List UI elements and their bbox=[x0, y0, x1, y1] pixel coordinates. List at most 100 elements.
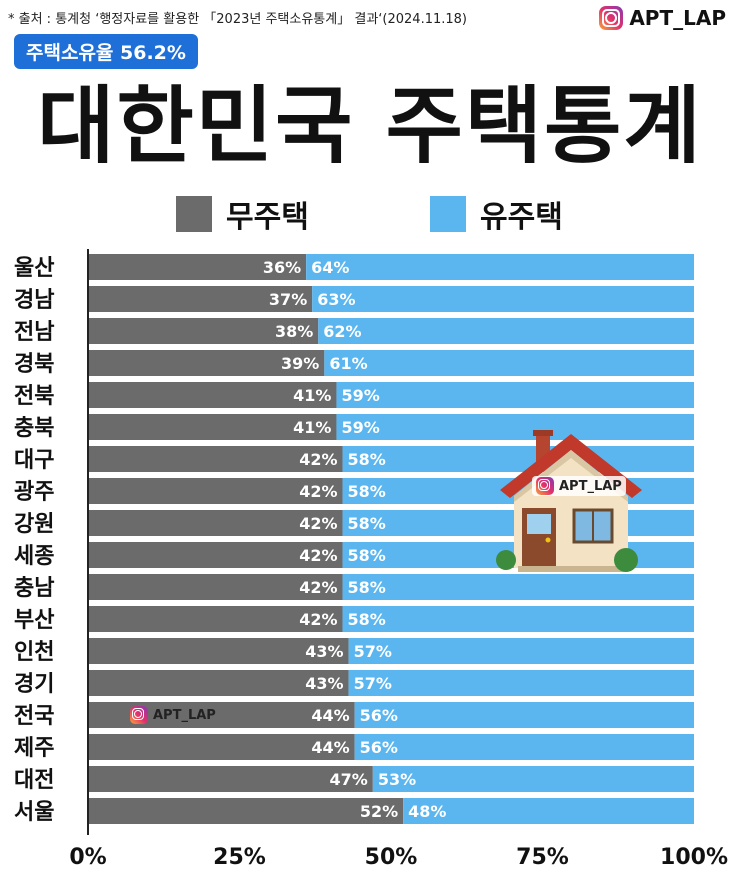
bar-no-home bbox=[88, 446, 343, 472]
bar-no-home bbox=[88, 542, 343, 568]
bar-own-home bbox=[342, 606, 694, 632]
data-label-own-home: 59% bbox=[341, 418, 379, 437]
bar-no-home bbox=[88, 318, 319, 344]
bar-own-home bbox=[324, 350, 694, 376]
data-label-no-home: 42% bbox=[299, 482, 337, 501]
data-label-no-home: 42% bbox=[299, 578, 337, 597]
category-label: 광주 bbox=[14, 480, 54, 505]
chart-watermark: APT_LAP bbox=[130, 706, 216, 724]
data-label-own-home: 58% bbox=[348, 514, 386, 533]
instagram-icon bbox=[536, 477, 554, 495]
bar-no-home bbox=[88, 734, 355, 760]
data-label-no-home: 41% bbox=[293, 386, 331, 405]
data-label-no-home: 42% bbox=[299, 610, 337, 629]
data-label-own-home: 53% bbox=[378, 770, 416, 789]
data-label-no-home: 36% bbox=[263, 258, 301, 277]
category-label: 전국 bbox=[14, 704, 54, 729]
category-label: 대구 bbox=[14, 448, 54, 473]
data-label-own-home: 61% bbox=[329, 354, 367, 373]
bar-no-home bbox=[88, 670, 349, 696]
data-label-no-home: 42% bbox=[299, 514, 337, 533]
bar-own-home bbox=[312, 286, 694, 312]
bar-no-home bbox=[88, 478, 343, 504]
house-icon bbox=[496, 430, 642, 572]
instagram-icon bbox=[130, 706, 148, 724]
data-label-no-home: 44% bbox=[311, 706, 349, 725]
ownership-rate-badge: 주택소유율 56.2% bbox=[14, 34, 198, 69]
watermark-handle: APT_LAP bbox=[559, 478, 622, 494]
data-label-no-home: 43% bbox=[305, 642, 343, 661]
bar-no-home bbox=[88, 286, 313, 312]
bar-no-home bbox=[88, 766, 373, 792]
legend-swatch-no-home bbox=[176, 196, 212, 232]
data-label-own-home: 58% bbox=[348, 546, 386, 565]
data-label-no-home: 38% bbox=[275, 322, 313, 341]
bar-own-home bbox=[348, 638, 694, 664]
data-label-own-home: 64% bbox=[311, 258, 349, 277]
legend-swatch-own-home bbox=[430, 196, 466, 232]
x-tick-label: 50% bbox=[365, 845, 418, 870]
category-label: 대전 bbox=[14, 768, 54, 793]
category-label: 전남 bbox=[14, 320, 54, 345]
category-label: 경북 bbox=[14, 352, 54, 377]
data-label-own-home: 58% bbox=[348, 578, 386, 597]
bar-no-home bbox=[88, 510, 343, 536]
data-label-own-home: 62% bbox=[323, 322, 361, 341]
bar-no-home bbox=[88, 414, 337, 440]
x-tick-label: 25% bbox=[213, 845, 266, 870]
data-label-no-home: 42% bbox=[299, 450, 337, 469]
data-label-own-home: 48% bbox=[408, 802, 446, 821]
bar-own-home bbox=[318, 318, 694, 344]
category-label: 세종 bbox=[14, 544, 54, 569]
x-tick-label: 75% bbox=[516, 845, 569, 870]
category-label: 충북 bbox=[14, 416, 54, 441]
x-tick-label: 100% bbox=[660, 845, 728, 870]
instagram-icon bbox=[599, 6, 624, 30]
bar-no-home bbox=[88, 574, 343, 600]
bar-own-home bbox=[342, 574, 694, 600]
bar-own-home bbox=[354, 702, 694, 728]
source-note: * 출처 : 통계청 ‘행정자료를 활용한 「2023년 주택소유통계」 결과‘… bbox=[8, 12, 467, 27]
bar-own-home bbox=[306, 254, 694, 280]
bar-no-home bbox=[88, 606, 343, 632]
watermark-handle: APT_LAP bbox=[153, 707, 216, 723]
data-label-own-home: 57% bbox=[354, 642, 392, 661]
data-label-no-home: 42% bbox=[299, 546, 337, 565]
bar-own-home bbox=[336, 382, 694, 408]
bar-no-home bbox=[88, 254, 307, 280]
data-label-no-home: 41% bbox=[293, 418, 331, 437]
bar-no-home bbox=[88, 798, 404, 824]
data-label-no-home: 52% bbox=[360, 802, 398, 821]
data-label-own-home: 63% bbox=[317, 290, 355, 309]
brand-header[interactable]: APT_LAP bbox=[599, 6, 726, 30]
category-label: 경기 bbox=[14, 672, 54, 697]
bar-no-home bbox=[88, 350, 325, 376]
data-label-own-home: 58% bbox=[348, 450, 386, 469]
data-label-no-home: 47% bbox=[330, 770, 368, 789]
bar-own-home bbox=[348, 670, 694, 696]
bar-own-home bbox=[403, 798, 694, 824]
data-label-own-home: 56% bbox=[360, 738, 398, 757]
page-title: 대한민국 주택통계 bbox=[37, 77, 703, 175]
legend-label-no-home: 무주택 bbox=[226, 200, 309, 235]
bar-own-home bbox=[354, 734, 694, 760]
category-label: 제주 bbox=[14, 736, 54, 761]
category-label: 울산 bbox=[14, 256, 54, 281]
bar-own-home bbox=[342, 446, 694, 472]
data-label-no-home: 44% bbox=[311, 738, 349, 757]
x-tick-label: 0% bbox=[69, 845, 106, 870]
legend-item-own-home: 유주택 bbox=[430, 192, 563, 236]
legend-item-no-home: 무주택 bbox=[176, 192, 309, 236]
category-label: 서울 bbox=[14, 800, 54, 825]
data-label-own-home: 56% bbox=[360, 706, 398, 725]
legend: 무주택 유주택 bbox=[0, 192, 740, 235]
bar-no-home bbox=[88, 638, 349, 664]
data-label-own-home: 57% bbox=[354, 674, 392, 693]
category-label: 전북 bbox=[14, 384, 54, 409]
bar-own-home bbox=[372, 766, 694, 792]
data-label-no-home: 39% bbox=[281, 354, 319, 373]
house-watermark: APT_LAP bbox=[532, 476, 626, 496]
data-label-no-home: 37% bbox=[269, 290, 307, 309]
category-label: 부산 bbox=[14, 608, 54, 633]
